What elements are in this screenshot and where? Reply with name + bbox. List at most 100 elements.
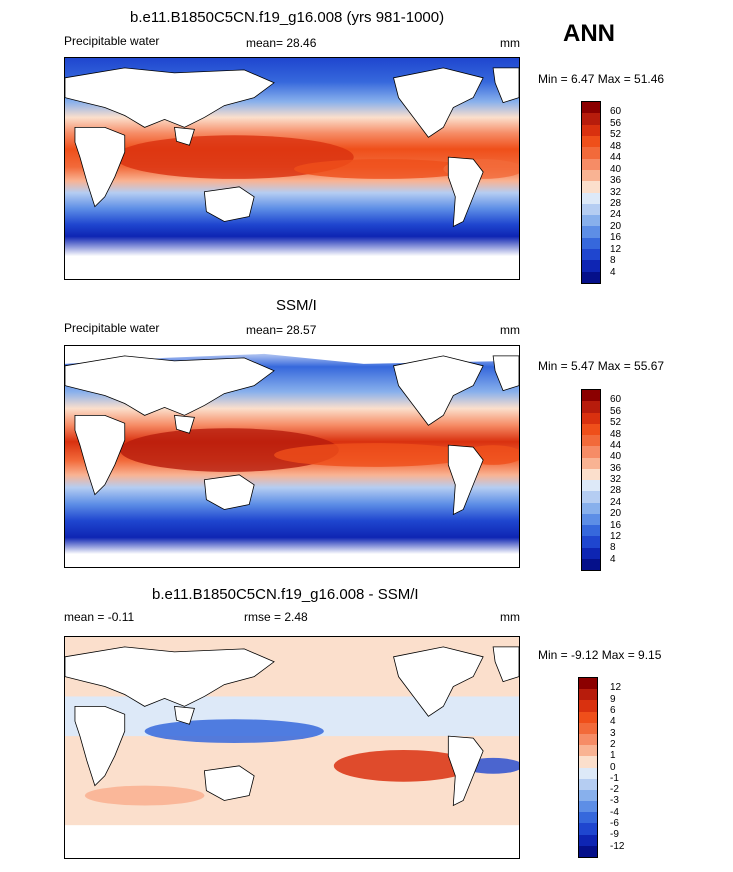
colorbar-tick-label: 24: [610, 209, 622, 221]
mean-label: mean = -0.11: [64, 610, 135, 624]
units-label: mm: [500, 323, 520, 337]
map-plot: [64, 345, 520, 568]
colorbar-tick-label: 32: [610, 186, 622, 198]
itcz-band: [274, 443, 474, 467]
colorbar-swatch: [582, 215, 600, 227]
colorbar-tick-label: 8: [610, 255, 616, 267]
colorbar-tick-label: -4: [610, 806, 619, 818]
colorbar-tick-label: 40: [610, 163, 622, 175]
colorbar-swatch: [582, 390, 600, 402]
colorbar-tick-label: -2: [610, 784, 619, 796]
colorbar-swatch: [582, 558, 600, 570]
colorbar-swatch: [582, 124, 600, 136]
colorbar-tick-label: 3: [610, 727, 616, 739]
colorbar-swatch: [582, 401, 600, 413]
colorbar-swatch: [582, 192, 600, 204]
colorbar-tick-label: 28: [610, 485, 622, 497]
colorbar-swatch: [582, 102, 600, 114]
colorbar-tick-label: 60: [610, 106, 622, 118]
colorbar-tick-label: 56: [610, 117, 622, 129]
colorbar-tick-label: 28: [610, 197, 622, 209]
colorbar-tick-label: 44: [610, 152, 622, 164]
colorbar-swatch: [582, 271, 600, 283]
colorbar-tick-label: 12: [610, 243, 622, 255]
colorbar-tick-label: 16: [610, 232, 622, 244]
panel-title: b.e11.B1850C5CN.f19_g16.008 (yrs 981-100…: [130, 9, 445, 26]
colorbar-swatch: [579, 745, 597, 757]
colorbar-swatch: [582, 525, 600, 537]
units-label: mm: [500, 610, 520, 624]
colorbar-tick-label: 36: [610, 462, 622, 474]
map-plot: [64, 57, 520, 280]
colorbar-tick-label: 56: [610, 405, 622, 417]
colorbar-tick-label: -1: [610, 772, 619, 784]
antarctica-mask: [65, 825, 519, 858]
colorbar-tick-label: 16: [610, 519, 622, 531]
minmax-label: Min = 6.47 Max = 51.46: [538, 72, 665, 86]
colorbar-swatch: [579, 711, 597, 723]
colorbar-swatch: [582, 513, 600, 525]
colorbar-tick-label: 44: [610, 439, 622, 451]
colorbar-swatch: [582, 158, 600, 170]
panel-title: b.e11.B1850C5CN.f19_g16.008 - SSM/I: [152, 586, 419, 603]
units-label: mm: [500, 36, 520, 50]
colorbar-tick-label: 2: [610, 738, 616, 750]
colorbar-tick-label: 48: [610, 140, 622, 152]
colorbar-tick-label: 6: [610, 704, 616, 716]
colorbar-swatch: [582, 203, 600, 216]
colorbar-swatch: [579, 812, 597, 824]
colorbar-swatch: [579, 834, 597, 846]
colorbar-swatch: [579, 789, 597, 802]
colorbar-tick-label: 20: [610, 508, 622, 520]
colorbar-swatch: [582, 412, 600, 424]
variable-label: Precipitable water: [64, 321, 160, 335]
colorbar-tick-label: 1: [610, 750, 616, 762]
colorbar-swatch: [582, 435, 600, 447]
colorbar-swatch: [579, 722, 597, 734]
colorbar-swatch: [579, 756, 597, 768]
colorbar-swatch: [582, 260, 600, 272]
colorbar-tick-label: 4: [610, 716, 616, 728]
panel-title: SSM/I: [276, 297, 317, 314]
colorbar-tick-label: 52: [610, 417, 622, 429]
colorbar-swatch: [582, 502, 600, 514]
colorbar: [581, 101, 601, 284]
antarctica-mask: [65, 554, 519, 567]
continent-outlines: [65, 346, 519, 516]
colorbar-tick-label: 40: [610, 451, 622, 463]
mean-label: mean= 28.57: [246, 323, 317, 337]
colorbar-swatch: [582, 480, 600, 492]
colorbar-tick-label: -3: [610, 795, 619, 807]
colorbar-swatch: [582, 237, 600, 250]
itcz-band: [293, 159, 474, 179]
colorbar-swatch: [582, 536, 600, 548]
colorbar-tick-label: 9: [610, 693, 616, 705]
southern-warm: [84, 785, 205, 806]
colorbar-swatch: [582, 468, 600, 480]
minmax-label: Min = 5.47 Max = 55.67: [538, 359, 665, 373]
colorbar-tick-label: -6: [610, 818, 619, 830]
rmse-label: rmse = 2.48: [244, 610, 308, 624]
colorbar-swatch: [579, 678, 597, 690]
warm-pool: [114, 135, 354, 179]
colorbar-tick-label: 60: [610, 394, 622, 406]
continent-outlines: [65, 67, 519, 228]
colorbar-tick-label: 12: [610, 682, 622, 694]
colorbar-tick-label: 20: [610, 220, 622, 232]
colorbar-tick-label: 32: [610, 474, 622, 485]
variable-label: Precipitable water: [64, 34, 160, 48]
colorbar-swatch: [579, 823, 597, 835]
colorbar-tick-label: -9: [610, 829, 619, 841]
minmax-label: Min = -9.12 Max = 9.15: [538, 648, 662, 662]
colorbar-swatch: [582, 113, 600, 125]
colorbar-tick-label: 4: [610, 266, 616, 278]
colorbar-swatch: [582, 423, 600, 435]
colorbar-swatch: [579, 689, 597, 701]
colorbar: [581, 389, 601, 571]
dry-bias: [144, 719, 324, 744]
continent-outlines: [65, 646, 519, 807]
colorbar-tick-label: 48: [610, 428, 622, 440]
colorbar-swatch: [579, 733, 597, 746]
colorbar-tick-label: 36: [610, 175, 622, 187]
colorbar-tick-label: -12: [610, 840, 625, 852]
